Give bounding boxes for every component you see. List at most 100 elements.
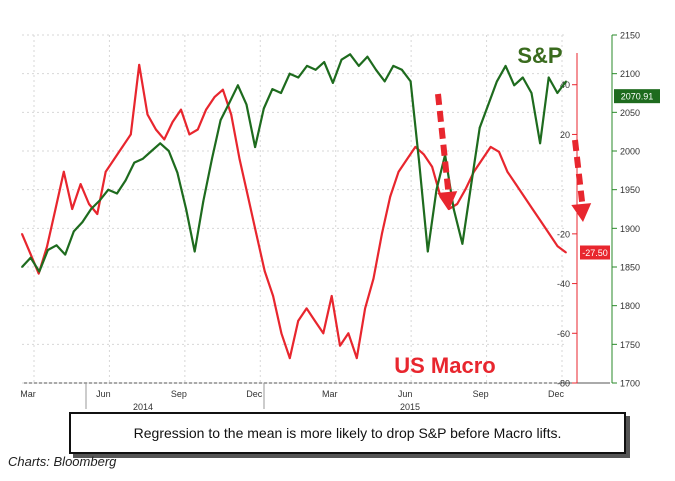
series-point	[349, 53, 352, 56]
year-label: 2014	[133, 402, 153, 410]
series-point	[255, 232, 258, 235]
x-tick-label: Jun	[96, 389, 111, 399]
series-point	[88, 203, 90, 205]
series-point	[389, 195, 392, 198]
series-point	[383, 80, 386, 83]
series-point	[64, 253, 67, 256]
series-point	[159, 142, 162, 145]
series-point	[167, 150, 170, 152]
series-point	[272, 295, 274, 297]
series-point	[288, 72, 291, 75]
series-point	[331, 82, 334, 84]
series-point	[314, 68, 317, 71]
series-point	[21, 266, 23, 268]
series-point	[514, 183, 517, 186]
series-point	[238, 158, 241, 161]
series-point	[487, 103, 490, 106]
series-point	[247, 195, 249, 198]
series-point	[150, 150, 153, 152]
right-axis: 2150 2100 2050 2000 1950 1900 1850 1800 1750 1700	[612, 31, 640, 389]
series-point	[355, 357, 358, 360]
right-tick-label: 2150	[620, 31, 640, 41]
series-point	[230, 113, 233, 116]
right-tick-label: 1850	[620, 263, 640, 273]
series-point	[306, 65, 308, 67]
series-point	[330, 295, 333, 297]
series-point	[219, 119, 222, 121]
series-point	[452, 208, 455, 210]
trend-arrows	[435, 93, 592, 222]
series-point	[392, 65, 395, 67]
series-point	[79, 183, 82, 186]
year-label: 2015	[400, 402, 420, 410]
series-point	[180, 108, 182, 111]
series-point	[176, 171, 179, 174]
series-point	[481, 158, 484, 161]
inner-tick-label: -40	[557, 279, 570, 289]
series-point	[565, 80, 567, 83]
series-point	[146, 113, 149, 116]
caption-text: Regression to the mean is more likely to…	[133, 425, 562, 441]
series-point	[38, 270, 41, 273]
x-tick-label: Sep	[171, 389, 187, 399]
series-point	[347, 332, 350, 335]
series-point	[489, 145, 492, 148]
series-point	[530, 92, 533, 94]
sp-series-label: S&P	[517, 43, 562, 68]
series-point	[98, 199, 101, 202]
series-point	[380, 232, 383, 235]
series-point	[506, 170, 509, 173]
series-point	[357, 65, 360, 67]
series-point	[414, 145, 417, 148]
right-tick-label: 1700	[620, 379, 640, 389]
series-point	[29, 252, 32, 255]
series-point	[138, 63, 141, 66]
right-tick-label: 2000	[620, 147, 640, 157]
chart: Mar Jun Sep Dec Mar Jun Sep Dec 2014 2015 2150 210…	[20, 31, 660, 410]
series-point	[55, 244, 58, 247]
series-point	[245, 103, 248, 106]
macro-series-label: US Macro	[394, 353, 495, 378]
series-point	[96, 213, 99, 215]
series-point	[90, 208, 92, 210]
x-tick-label: Jun	[398, 389, 413, 399]
series-point	[263, 270, 266, 273]
series-point	[364, 307, 367, 310]
series-line	[20, 63, 567, 360]
series-point	[107, 188, 110, 191]
series-point	[435, 188, 438, 191]
series-point	[81, 221, 84, 224]
right-tick-label: 1900	[620, 224, 640, 234]
source-credit: Charts: Bloomberg	[8, 454, 117, 469]
series-point	[221, 88, 224, 91]
series-point	[280, 92, 282, 94]
x-tick-label: Dec	[246, 389, 263, 399]
inner-tick-label: 20	[560, 130, 570, 140]
series-point	[62, 170, 65, 173]
right-tick-label: 1950	[620, 185, 640, 195]
inner-tick-label: -20	[557, 229, 570, 239]
series-point	[47, 249, 49, 251]
series-point	[305, 307, 308, 310]
series-point	[539, 142, 541, 145]
series-point	[521, 76, 524, 79]
series-point	[418, 161, 421, 164]
series-point	[54, 208, 57, 210]
series-point	[113, 158, 115, 161]
series-point	[141, 157, 144, 160]
series-labels: 2070.91 -27.50 S&P US Macro	[394, 43, 660, 378]
series-point	[72, 230, 75, 233]
series-point	[297, 76, 300, 79]
series-line	[21, 53, 567, 273]
series-point	[431, 165, 433, 168]
right-tick-label: 1800	[620, 301, 640, 311]
x-tick-label: Mar	[20, 389, 36, 399]
series-point	[21, 232, 23, 235]
series-point	[513, 84, 516, 87]
series-point	[262, 107, 265, 110]
caption-box: Regression to the mean is more likely to…	[69, 412, 626, 454]
series-point	[228, 102, 231, 104]
series-point	[71, 208, 74, 210]
series-point	[188, 133, 191, 136]
inner-tick-label: -60	[557, 329, 570, 339]
